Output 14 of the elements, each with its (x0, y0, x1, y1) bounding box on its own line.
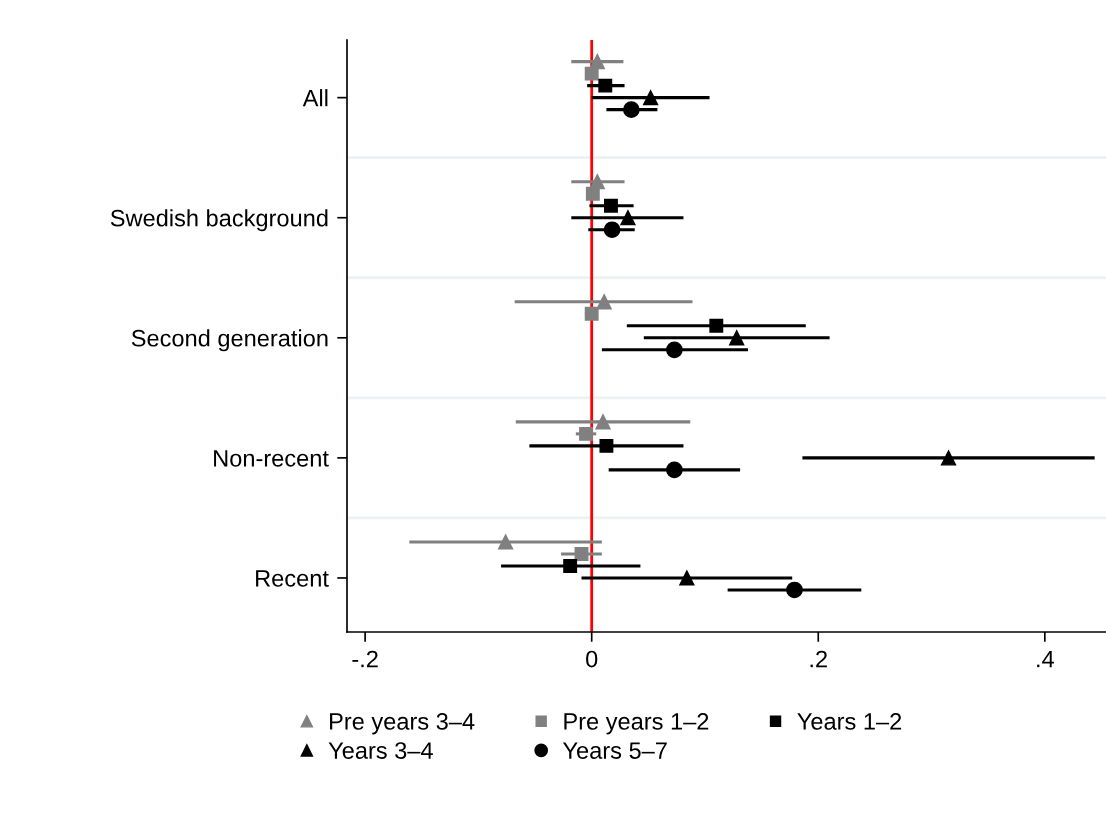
y-tick-label: Swedish background (110, 209, 328, 232)
y-tick-label: Non-recent (214, 450, 329, 467)
legend-label: Years 1–2 (797, 713, 902, 730)
legend-label: Pre years 1–2 (564, 713, 709, 735)
x-tick-label: .4 (1037, 650, 1054, 668)
x-tick-label: .2 (810, 650, 827, 668)
y-tick-label: Second generation (131, 329, 328, 352)
y-tick-label: All (302, 89, 328, 107)
x-tick-label: -.2 (352, 650, 378, 668)
y-tick-label: Recent (256, 570, 329, 587)
legend-label: Years 5–7 (562, 742, 667, 759)
legend-label: Years 3–4 (328, 742, 433, 759)
legend-label: Pre years 3–4 (330, 713, 475, 735)
x-tick-label: 0 (586, 650, 598, 668)
